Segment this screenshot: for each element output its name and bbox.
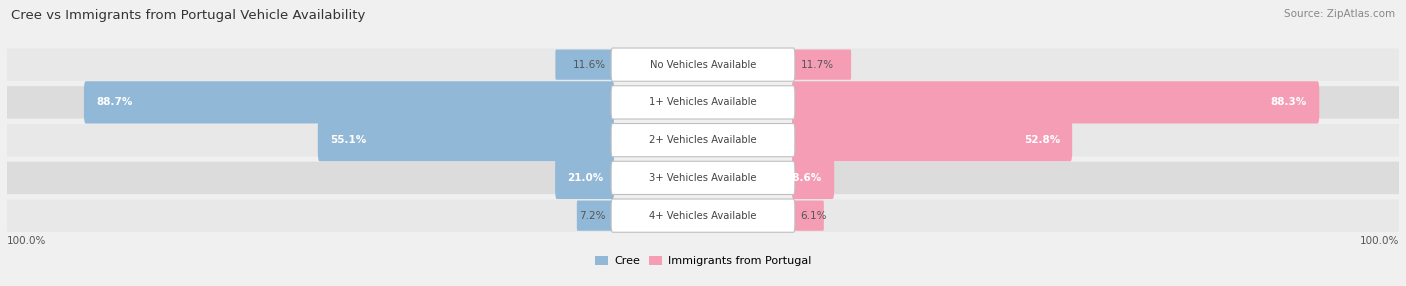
- Text: 4+ Vehicles Available: 4+ Vehicles Available: [650, 211, 756, 221]
- FancyBboxPatch shape: [792, 157, 834, 199]
- Text: 3+ Vehicles Available: 3+ Vehicles Available: [650, 173, 756, 183]
- FancyBboxPatch shape: [576, 200, 613, 231]
- Text: 100.0%: 100.0%: [1360, 236, 1399, 246]
- FancyBboxPatch shape: [84, 81, 614, 124]
- Text: 11.6%: 11.6%: [572, 60, 606, 69]
- FancyBboxPatch shape: [612, 48, 794, 81]
- FancyBboxPatch shape: [793, 200, 824, 231]
- Text: 88.7%: 88.7%: [96, 98, 132, 107]
- Text: 52.8%: 52.8%: [1024, 135, 1060, 145]
- FancyBboxPatch shape: [792, 119, 1073, 161]
- Text: No Vehicles Available: No Vehicles Available: [650, 60, 756, 69]
- FancyBboxPatch shape: [612, 86, 794, 119]
- FancyBboxPatch shape: [555, 157, 614, 199]
- FancyBboxPatch shape: [792, 81, 1319, 124]
- Text: Source: ZipAtlas.com: Source: ZipAtlas.com: [1284, 9, 1395, 19]
- Text: 6.1%: 6.1%: [800, 211, 827, 221]
- Text: 1+ Vehicles Available: 1+ Vehicles Available: [650, 98, 756, 107]
- Text: 2+ Vehicles Available: 2+ Vehicles Available: [650, 135, 756, 145]
- Text: 55.1%: 55.1%: [330, 135, 366, 145]
- FancyBboxPatch shape: [555, 49, 613, 80]
- Text: 11.7%: 11.7%: [800, 60, 834, 69]
- Text: Cree vs Immigrants from Portugal Vehicle Availability: Cree vs Immigrants from Portugal Vehicle…: [11, 9, 366, 21]
- FancyBboxPatch shape: [612, 199, 794, 232]
- Text: 18.6%: 18.6%: [786, 173, 823, 183]
- FancyBboxPatch shape: [318, 119, 614, 161]
- Legend: Cree, Immigrants from Portugal: Cree, Immigrants from Portugal: [591, 251, 815, 271]
- FancyBboxPatch shape: [612, 124, 794, 157]
- FancyBboxPatch shape: [7, 48, 1399, 81]
- FancyBboxPatch shape: [7, 86, 1399, 119]
- FancyBboxPatch shape: [7, 124, 1399, 156]
- FancyBboxPatch shape: [7, 199, 1399, 232]
- Text: 7.2%: 7.2%: [579, 211, 606, 221]
- Text: 88.3%: 88.3%: [1271, 98, 1308, 107]
- Text: 21.0%: 21.0%: [567, 173, 603, 183]
- FancyBboxPatch shape: [793, 49, 851, 80]
- FancyBboxPatch shape: [7, 162, 1399, 194]
- Text: 100.0%: 100.0%: [7, 236, 46, 246]
- FancyBboxPatch shape: [612, 161, 794, 194]
